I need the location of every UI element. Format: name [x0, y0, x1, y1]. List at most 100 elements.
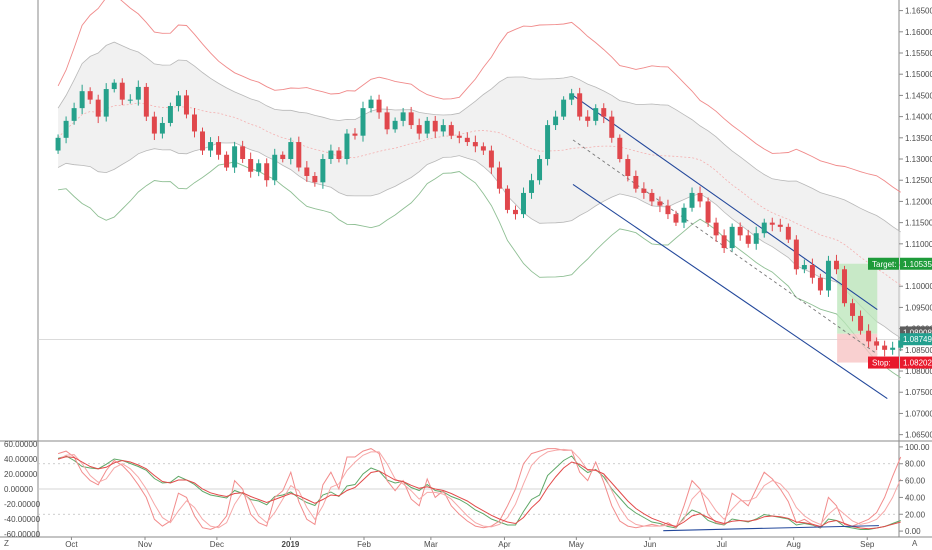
osc-series-line: [57, 456, 901, 530]
candle-body: [424, 120, 430, 134]
price-tag: Target: 1.10535: [868, 257, 932, 270]
candle-body: [304, 167, 310, 176]
candle: [296, 136, 302, 172]
candle: [384, 106, 390, 135]
candle: [553, 110, 559, 131]
candlestick-series: [55, 78, 904, 357]
candle-body: [673, 214, 679, 223]
timezone-corner-label[interactable]: Z: [4, 539, 9, 548]
candle-body: [521, 192, 526, 215]
candle-body: [384, 112, 390, 130]
oscillator-pane: [38, 448, 902, 532]
candle: [328, 144, 334, 164]
candle-body: [874, 341, 880, 346]
candle: [191, 108, 197, 138]
candle: [512, 205, 518, 220]
candle: [761, 218, 767, 238]
candle-body: [777, 224, 783, 227]
candle: [208, 137, 214, 157]
candle: [71, 102, 77, 125]
time-tick-label: Mar: [424, 540, 438, 549]
candle: [569, 88, 575, 106]
osc-left-tick-label: 40.00000: [4, 455, 38, 464]
candle: [352, 128, 358, 140]
candle: [216, 136, 222, 160]
candle: [143, 83, 149, 122]
candle-body: [296, 142, 302, 168]
candle-body: [745, 235, 751, 244]
candle-body: [809, 265, 815, 278]
osc-right-tick-label: 20.00: [905, 510, 926, 519]
candle-body: [79, 91, 85, 109]
osc-right-tick-label: 60.00: [905, 477, 926, 486]
price-tick-label: 1.08500: [905, 346, 932, 355]
candle-body: [167, 106, 173, 123]
candle-body: [769, 222, 775, 225]
candle: [127, 94, 133, 104]
osc-right-tick-label: 40.00: [905, 493, 926, 502]
price-tag-value: 1.10535: [903, 260, 932, 269]
candle-body: [119, 82, 125, 100]
candle-body: [71, 108, 77, 121]
candle: [817, 273, 823, 295]
candle: [95, 94, 101, 124]
candle-body: [151, 116, 157, 134]
candle-body: [625, 159, 631, 176]
candle: [256, 159, 262, 177]
candle-body: [633, 175, 639, 189]
candle-body: [641, 188, 647, 193]
candle: [360, 101, 366, 142]
price-tick-label: 1.15500: [905, 49, 932, 58]
osc-left-tick-label: -60.00000: [4, 530, 41, 539]
candle-body: [842, 269, 847, 304]
candle-body: [248, 159, 254, 172]
candle: [248, 152, 254, 178]
osc-left-tick-label: 60.00000: [4, 440, 38, 449]
chart-frame: [0, 0, 932, 538]
candle: [673, 210, 679, 227]
candle: [809, 258, 815, 284]
price-tick-label: 1.11000: [905, 240, 932, 249]
candle-body: [456, 135, 462, 138]
candle-body: [159, 122, 165, 134]
candle: [705, 197, 711, 228]
candle-body: [256, 163, 262, 172]
candle-body: [392, 120, 398, 130]
candle: [336, 147, 342, 163]
candle: [577, 87, 583, 121]
candle: [79, 84, 85, 115]
candle-body: [529, 180, 535, 193]
candle-body: [649, 192, 655, 202]
auto-scale-corner-label[interactable]: A: [912, 539, 918, 548]
candle-body: [360, 108, 366, 136]
osc-right-tick-label: 0.00: [905, 527, 921, 536]
candle: [689, 187, 695, 212]
candle: [617, 134, 623, 163]
candle-body: [882, 345, 888, 350]
candle: [737, 222, 743, 241]
bollinger-lower-inner: [57, 142, 901, 339]
candle-body: [761, 222, 767, 234]
candle-body: [593, 108, 599, 121]
price-tag-label: Target:: [872, 260, 896, 269]
candle: [183, 89, 189, 119]
candle-body: [890, 347, 896, 350]
bollinger-upper-inner: [57, 41, 901, 233]
time-tick-label: Jul: [717, 540, 727, 549]
candle-body: [400, 112, 406, 121]
candle-body: [681, 207, 687, 223]
candle-body: [609, 116, 615, 138]
candle-body: [440, 125, 446, 132]
osc-left-tick-label: 0.00000: [4, 485, 33, 494]
candle: [697, 186, 703, 208]
candle-body: [537, 159, 543, 181]
candle: [850, 298, 856, 322]
candle: [882, 340, 888, 357]
candle-body: [464, 137, 470, 143]
candle: [376, 94, 382, 119]
candle-body: [737, 226, 743, 236]
candle-body: [850, 303, 856, 316]
candle-body: [545, 125, 551, 160]
price-tag-value: 1.08749: [903, 335, 932, 344]
